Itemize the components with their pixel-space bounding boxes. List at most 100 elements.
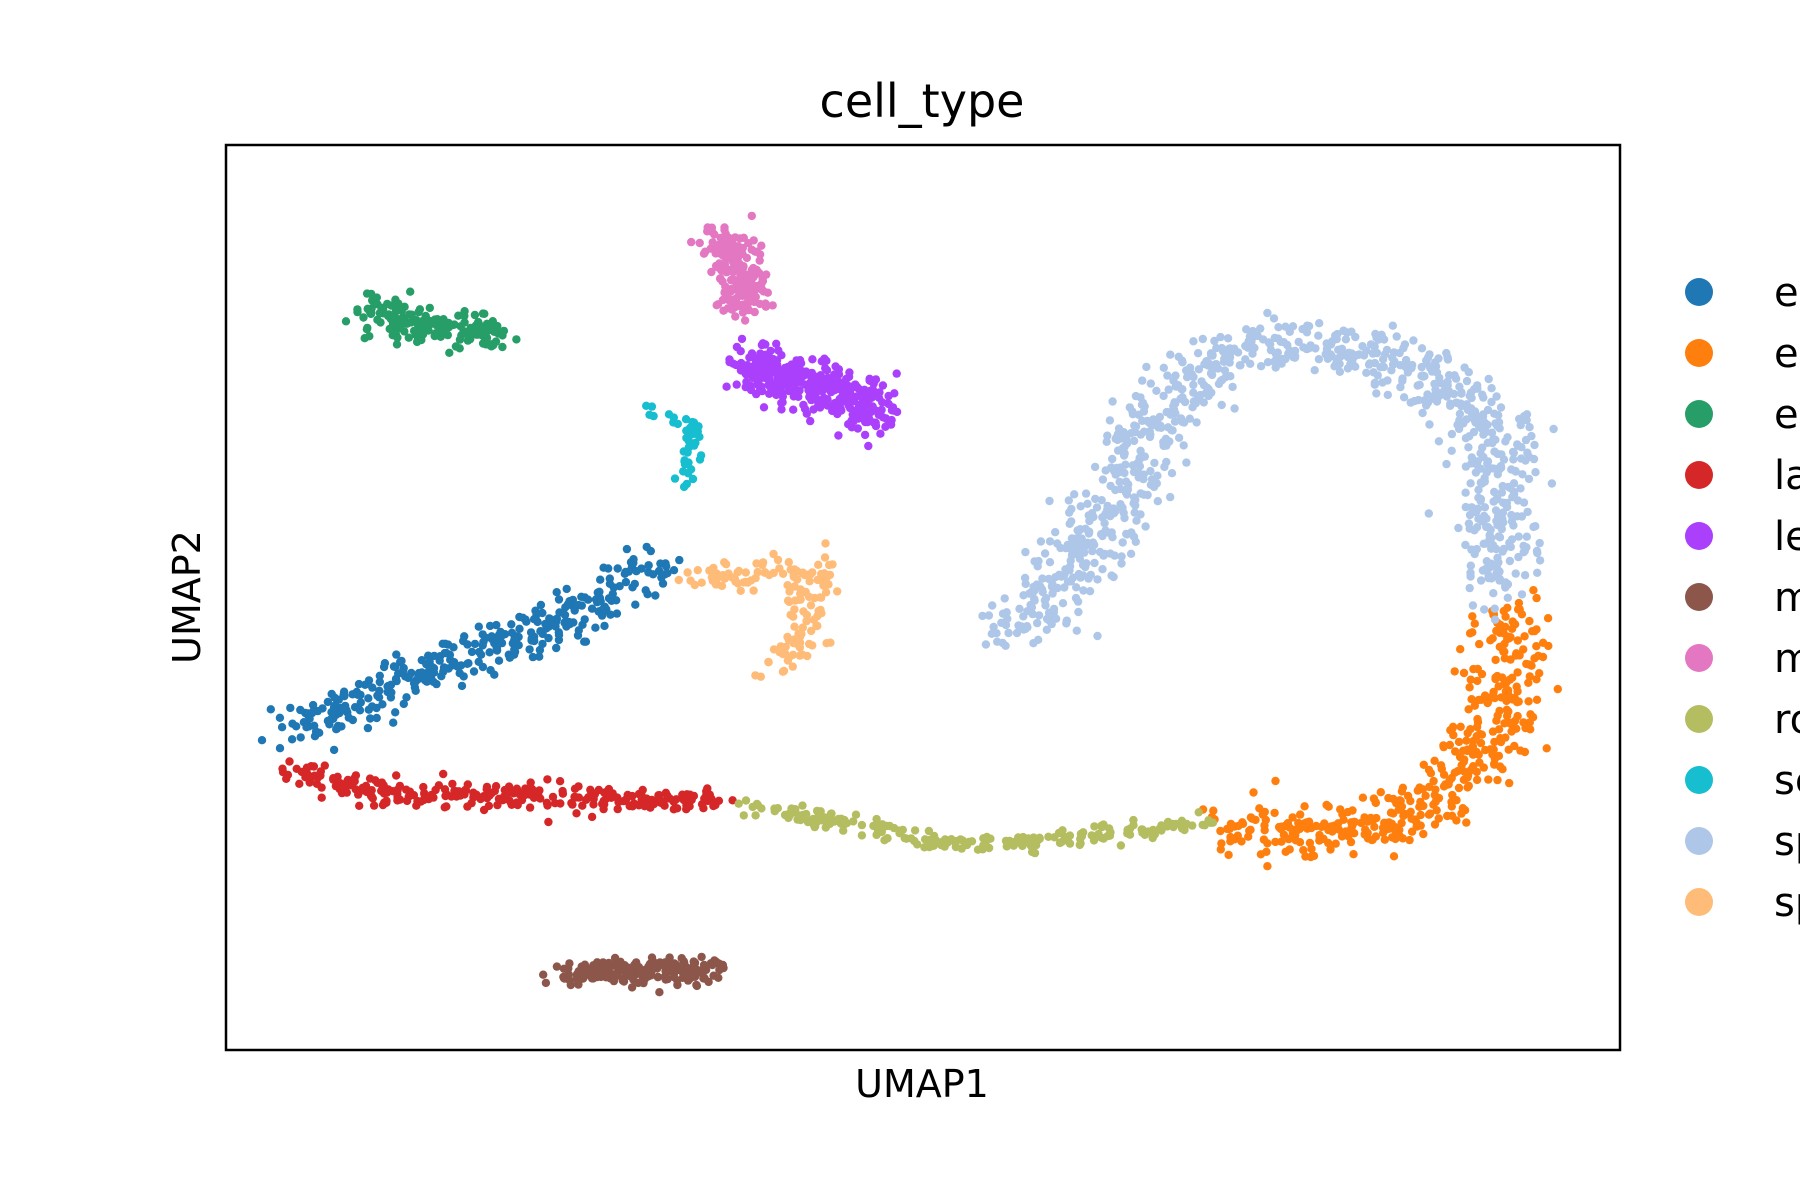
data-point	[790, 605, 799, 614]
data-point	[854, 405, 863, 415]
data-point	[794, 629, 803, 638]
data-point	[1416, 810, 1425, 820]
data-point	[1525, 423, 1534, 432]
series-1	[1198, 586, 1563, 871]
data-point	[411, 328, 420, 337]
data-point	[392, 340, 402, 349]
data-point	[795, 643, 805, 652]
data-point	[789, 384, 798, 393]
data-point	[1476, 496, 1485, 505]
data-point	[469, 790, 478, 799]
data-point	[1442, 348, 1451, 358]
data-point	[498, 342, 507, 352]
data-point	[867, 393, 877, 402]
data-point	[809, 819, 818, 829]
data-point	[758, 558, 768, 567]
data-point	[1072, 626, 1082, 635]
data-point	[755, 256, 764, 265]
data-point	[1216, 826, 1225, 836]
data-point	[421, 311, 430, 321]
data-point	[528, 652, 538, 662]
data-point	[1384, 818, 1394, 827]
data-point	[1337, 344, 1347, 353]
data-point	[827, 815, 837, 824]
data-point	[389, 718, 398, 727]
data-point	[682, 790, 692, 799]
data-point	[742, 253, 752, 263]
data-point	[489, 341, 498, 350]
data-point	[1500, 639, 1509, 649]
data-point	[1420, 372, 1429, 381]
data-point	[1182, 819, 1191, 829]
data-point	[1205, 359, 1214, 368]
data-point	[751, 811, 760, 820]
data-point	[1520, 571, 1530, 580]
data-point	[655, 988, 664, 997]
data-point	[1288, 322, 1298, 331]
data-point	[1266, 345, 1276, 355]
data-point	[1103, 431, 1112, 440]
data-point	[814, 374, 824, 383]
data-point	[554, 630, 564, 640]
legend-label: m	[1774, 636, 1800, 682]
data-point	[1493, 449, 1502, 459]
data-point	[295, 779, 304, 788]
data-point	[890, 389, 899, 398]
data-point	[1467, 695, 1476, 704]
data-point	[1515, 605, 1524, 614]
data-point	[1499, 518, 1508, 527]
data-point	[356, 690, 365, 700]
data-point	[1452, 816, 1461, 825]
data-point	[600, 621, 609, 631]
data-point	[993, 637, 1002, 646]
data-point	[494, 656, 504, 665]
data-point	[512, 335, 521, 344]
data-point	[1513, 668, 1522, 677]
data-point	[913, 840, 922, 849]
data-point	[1456, 645, 1465, 654]
data-point	[724, 251, 733, 260]
data-point	[1495, 465, 1504, 474]
data-point	[784, 809, 793, 819]
data-point	[1283, 340, 1292, 350]
data-point	[1524, 474, 1534, 484]
data-point	[1192, 418, 1201, 427]
data-point	[872, 814, 881, 824]
data-point	[613, 804, 622, 814]
data-point	[1343, 328, 1352, 337]
data-point	[587, 812, 597, 822]
data-point	[1098, 565, 1107, 574]
data-point	[1504, 482, 1513, 492]
data-point	[1523, 448, 1532, 457]
series-7	[734, 796, 1218, 858]
data-point	[623, 790, 632, 800]
data-point	[1162, 441, 1171, 450]
data-point	[751, 371, 760, 381]
data-point	[1362, 368, 1371, 377]
data-point	[1430, 379, 1439, 389]
data-point	[732, 243, 741, 252]
series-9	[978, 308, 1558, 650]
data-point	[550, 799, 560, 808]
data-point	[1120, 449, 1129, 458]
legend-marker	[1685, 583, 1713, 611]
data-point	[402, 796, 412, 806]
data-point	[1497, 488, 1507, 497]
data-point	[662, 562, 671, 571]
data-point	[1248, 326, 1258, 336]
data-point	[1530, 654, 1539, 663]
data-point	[1129, 436, 1139, 446]
data-point	[1108, 454, 1117, 464]
data-point	[427, 790, 436, 800]
data-point	[1136, 430, 1146, 439]
data-point	[892, 369, 901, 378]
data-point	[1076, 573, 1085, 582]
data-point	[806, 416, 815, 426]
data-point	[1494, 532, 1504, 541]
data-point	[1415, 783, 1424, 792]
data-point	[1503, 686, 1513, 695]
data-point	[1189, 337, 1198, 346]
data-point	[1045, 537, 1055, 546]
data-point	[392, 771, 401, 780]
data-point	[469, 667, 479, 676]
